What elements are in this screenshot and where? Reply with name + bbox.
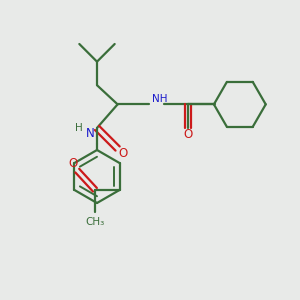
Text: O: O: [184, 128, 193, 141]
Text: NH: NH: [152, 94, 168, 104]
Text: O: O: [68, 157, 77, 170]
Text: CH₃: CH₃: [85, 217, 104, 227]
Text: H: H: [75, 123, 83, 133]
Text: O: O: [119, 147, 128, 160]
Text: N: N: [86, 127, 95, 140]
